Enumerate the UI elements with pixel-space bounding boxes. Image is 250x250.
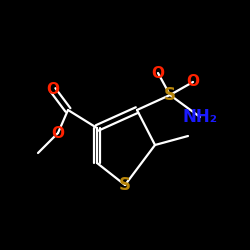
Text: O: O: [52, 126, 64, 140]
Text: O: O: [46, 82, 60, 98]
Text: S: S: [164, 86, 176, 104]
Text: O: O: [186, 74, 200, 90]
Text: NH₂: NH₂: [182, 108, 218, 126]
Text: O: O: [152, 66, 164, 80]
Text: S: S: [119, 176, 131, 194]
